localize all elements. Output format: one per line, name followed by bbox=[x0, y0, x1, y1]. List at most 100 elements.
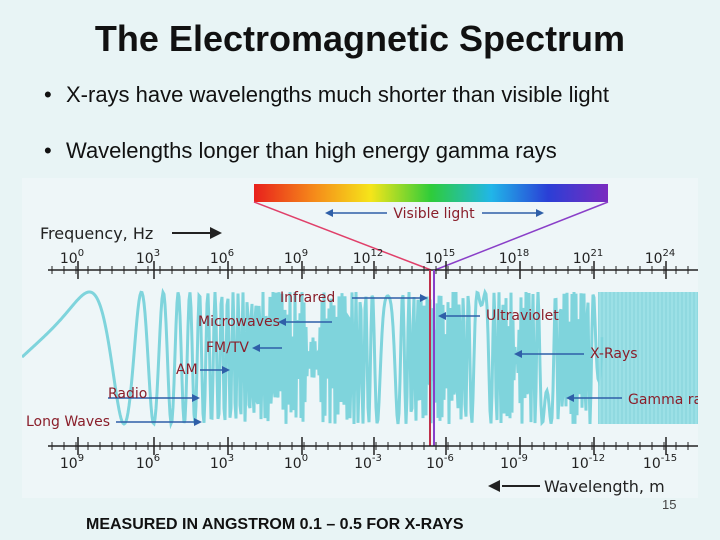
frequency-tick-label: 1012 bbox=[353, 248, 384, 267]
em-spectrum-diagram: Visible light Frequency, Hz 100 103 106 109… bbox=[20, 178, 718, 498]
visible-arrowhead-right bbox=[536, 209, 544, 217]
wavelength-tick-label-exponent: -12 bbox=[589, 453, 605, 464]
wavelength-tick-label-exponent: -15 bbox=[661, 453, 677, 464]
visible-arrowhead-left bbox=[325, 209, 333, 217]
fmtv-label: FM/TV bbox=[206, 340, 249, 356]
am-arrowhead bbox=[222, 366, 230, 374]
wavelength-tick-label: 100 bbox=[284, 453, 308, 472]
bullet-item-longer-than-gamma: • Wavelengths longer than high energy gam… bbox=[44, 138, 557, 164]
wave-graphic bbox=[20, 287, 698, 430]
xrays-arrowhead bbox=[514, 350, 522, 358]
frequency-tick-label: 1015 bbox=[425, 248, 456, 267]
microwaves-arrowhead bbox=[278, 318, 286, 326]
wavelength-tick-label: 103 bbox=[210, 453, 234, 472]
frequency-tick-label-exponent: 12 bbox=[371, 248, 384, 259]
wavelength-tick-label-base: 10 bbox=[500, 456, 518, 472]
frequency-tick-label-exponent: 18 bbox=[517, 248, 530, 259]
am-label: AM bbox=[176, 362, 198, 378]
frequency-tick-label-exponent: 15 bbox=[443, 248, 456, 259]
frequency-tick-label-base: 10 bbox=[645, 251, 663, 267]
frequency-tick-label-base: 10 bbox=[425, 251, 443, 267]
slide-number: 15 bbox=[662, 497, 677, 512]
wavelength-tick-label: 10-3 bbox=[354, 453, 382, 472]
wavelength-tick-label: 10-6 bbox=[426, 453, 454, 472]
wavelength-tick-label-base: 10 bbox=[354, 456, 372, 472]
frequency-tick-label-base: 10 bbox=[60, 251, 78, 267]
frequency-tick-label-exponent: 0 bbox=[78, 248, 84, 259]
bullet-dot: • bbox=[44, 138, 52, 163]
visible-cone-right-line bbox=[434, 201, 609, 271]
longwaves-arrowhead bbox=[194, 418, 202, 426]
band-labels: Infrared Microwaves FM/TV AM Radio Long … bbox=[26, 290, 718, 430]
radio-arrowhead bbox=[192, 394, 200, 402]
frequency-axis-label: Frequency, Hz bbox=[40, 224, 153, 243]
wavelength-tick-label-exponent: -6 bbox=[444, 453, 454, 464]
frequency-tick-label: 103 bbox=[136, 248, 160, 267]
gamma-arrowhead bbox=[566, 394, 574, 402]
frequency-tick-label-exponent: 24 bbox=[663, 248, 676, 259]
em-wave-path bbox=[20, 287, 604, 430]
wavelength-tick-label-exponent: -9 bbox=[518, 453, 528, 464]
wavelength-tick-label-exponent: -3 bbox=[372, 453, 382, 464]
frequency-tick-label-exponent: 3 bbox=[154, 248, 160, 259]
wavelength-tick-label-base: 10 bbox=[136, 456, 154, 472]
wavelength-tick-label-base: 10 bbox=[426, 456, 444, 472]
frequency-tick-label-exponent: 21 bbox=[591, 248, 604, 259]
xrays-label: X-Rays bbox=[590, 346, 638, 362]
wavelength-tick-label-base: 10 bbox=[210, 456, 228, 472]
wavelength-tick-label-exponent: 0 bbox=[302, 453, 308, 464]
frequency-tick-label-base: 10 bbox=[499, 251, 517, 267]
wavelength-tick-label: 10-9 bbox=[500, 453, 528, 472]
wavelength-axis-label: Wavelength, m bbox=[544, 477, 665, 496]
frequency-tick-label-base: 10 bbox=[210, 251, 228, 267]
slide-title: The Electromagnetic Spectrum bbox=[94, 18, 626, 59]
frequency-tick-label-base: 10 bbox=[573, 251, 591, 267]
frequency-tick-label-base: 10 bbox=[284, 251, 302, 267]
footer-note: MEASURED IN ANGSTROM 0.1 – 0.5 FOR X-RAY… bbox=[86, 516, 464, 533]
frequency-tick-label-exponent: 6 bbox=[228, 248, 234, 259]
wavelength-arrowhead bbox=[488, 480, 500, 492]
bullet-text: X-rays have wavelengths much shorter tha… bbox=[66, 82, 609, 107]
wavelength-tick-label: 10-15 bbox=[643, 453, 677, 472]
wavelength-tick-label-exponent: 9 bbox=[78, 453, 84, 464]
frequency-tick-label-exponent: 9 bbox=[302, 248, 308, 259]
wavelength-tick-label: 10-12 bbox=[571, 453, 605, 472]
wavelength-tick-label: 109 bbox=[60, 453, 84, 472]
ultraviolet-arrowhead bbox=[438, 312, 446, 320]
frequency-tick-labels: 100 103 106 109 1012 1015 1018 1021 1024 bbox=[60, 248, 675, 267]
frequency-tick-label-base: 10 bbox=[136, 251, 154, 267]
visible-spectrum-bar bbox=[254, 184, 608, 202]
frequency-tick-label: 106 bbox=[210, 248, 234, 267]
frequency-tick-label-base: 10 bbox=[353, 251, 371, 267]
fmtv-arrowhead bbox=[252, 344, 260, 352]
frequency-tick-label: 100 bbox=[60, 248, 84, 267]
infrared-arrowhead bbox=[420, 294, 428, 302]
infrared-label: Infrared bbox=[280, 290, 335, 306]
wavelength-axis-ticks bbox=[51, 437, 689, 455]
wavelength-tick-label-base: 10 bbox=[284, 456, 302, 472]
ultraviolet-label: Ultraviolet bbox=[486, 308, 559, 324]
gamma-label: Gamma rays bbox=[628, 392, 698, 408]
frequency-axis-ticks bbox=[51, 261, 689, 279]
wavelength-tick-label-exponent: 3 bbox=[228, 453, 234, 464]
wavelength-tick-label-exponent: 6 bbox=[154, 453, 160, 464]
bullet-item-xrays-shorter: • X-rays have wavelengths much shorter th… bbox=[44, 82, 609, 108]
frequency-tick-label: 109 bbox=[284, 248, 308, 267]
visible-cone-left-line bbox=[253, 201, 432, 271]
longwaves-label: Long Waves bbox=[26, 414, 110, 430]
frequency-tick-label: 1024 bbox=[645, 248, 676, 267]
bullet-text: Wavelengths longer than high energy gamm… bbox=[66, 138, 557, 163]
microwaves-label: Microwaves bbox=[198, 314, 280, 330]
radio-label: Radio bbox=[108, 386, 147, 402]
bullet-dot: • bbox=[44, 82, 52, 107]
visible-light-label: Visible light bbox=[393, 206, 475, 222]
wavelength-tick-label-base: 10 bbox=[643, 456, 661, 472]
frequency-tick-label: 1021 bbox=[573, 248, 604, 267]
wavelength-tick-label: 106 bbox=[136, 453, 160, 472]
wavelength-tick-label-base: 10 bbox=[571, 456, 589, 472]
wavelength-tick-label-base: 10 bbox=[60, 456, 78, 472]
frequency-arrowhead bbox=[210, 227, 222, 239]
wavelength-tick-labels: 109 106 103 100 10-3 10-6 10-9 10-12 10-15 bbox=[60, 453, 677, 472]
frequency-tick-label: 1018 bbox=[499, 248, 530, 267]
em-spectrum-svg: Visible light Frequency, Hz 100 103 106 109… bbox=[20, 178, 718, 498]
